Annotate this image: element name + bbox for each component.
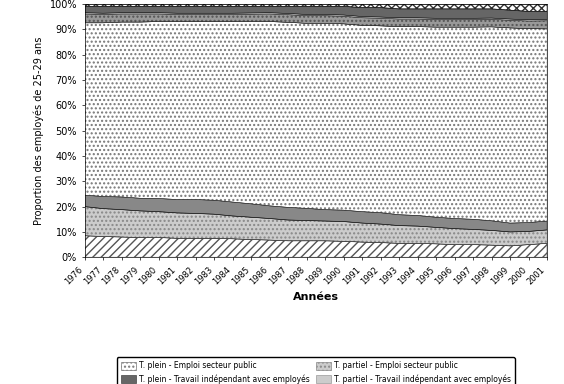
X-axis label: Années: Années [293,292,339,302]
Y-axis label: Proportion des employés de 25-29 ans: Proportion des employés de 25-29 ans [33,36,44,225]
Legend: T. plein - Emploi secteur public, T. plein - Travail indépendant avec employés, : T. plein - Emploi secteur public, T. ple… [117,358,515,384]
